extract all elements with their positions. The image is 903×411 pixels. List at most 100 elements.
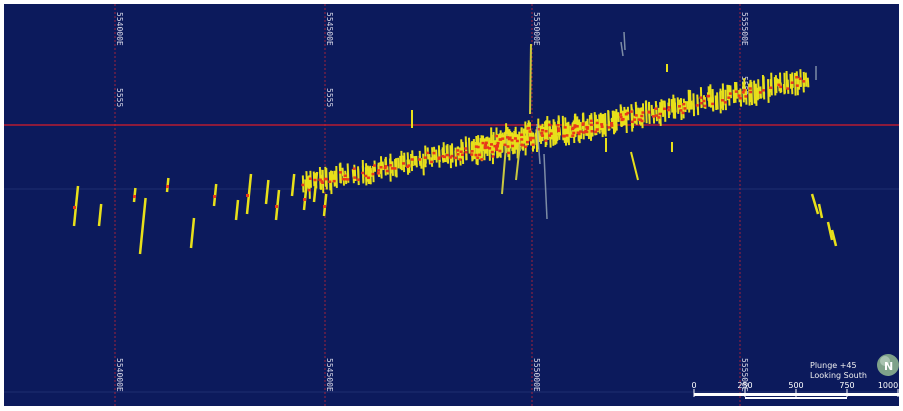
high-grade-intercept-398 bbox=[496, 141, 500, 145]
high-grade-intercept-83 bbox=[432, 151, 436, 155]
drillhole-trace-218 bbox=[591, 119, 594, 137]
drillhole-trace-185 bbox=[554, 125, 558, 144]
drillhole-trace-50 bbox=[381, 161, 385, 171]
drillhole-trace-314 bbox=[719, 88, 723, 109]
high-grade-intercept-415 bbox=[498, 149, 502, 153]
drillhole-trace-284 bbox=[672, 94, 675, 119]
drillhole-trace-359 bbox=[793, 72, 797, 96]
high-grade-intercept-391 bbox=[506, 151, 510, 155]
high-grade-intercept-west-12 bbox=[303, 198, 306, 201]
high-grade-intercept-236 bbox=[610, 121, 614, 125]
high-grade-intercept-393 bbox=[528, 130, 532, 133]
high-grade-intercept-221 bbox=[594, 130, 598, 134]
high-grade-intercept-93 bbox=[450, 154, 454, 158]
high-grade-intercept-106 bbox=[470, 153, 474, 156]
high-grade-intercept-316 bbox=[721, 99, 725, 102]
drillhole-trace-158 bbox=[526, 135, 530, 146]
high-grade-intercept-162 bbox=[528, 136, 532, 140]
scale-label-1000: 1000 bbox=[878, 381, 898, 390]
section-canvas[interactable]: 554000E 554500E 555000E 555500E 554000E … bbox=[4, 4, 899, 406]
high-grade-intercept-283 bbox=[667, 106, 671, 109]
high-grade-intercept-219 bbox=[590, 129, 594, 133]
drillhole-trace-3 bbox=[305, 171, 309, 188]
drillhole-trace-233 bbox=[607, 120, 611, 131]
scale-label-750: 750 bbox=[839, 381, 854, 390]
high-grade-intercept-97 bbox=[456, 153, 460, 156]
high-grade-intercept-143 bbox=[510, 139, 514, 142]
high-grade-intercept-258 bbox=[630, 120, 634, 124]
drillhole-trace-58 bbox=[397, 157, 400, 169]
high-grade-intercept-153 bbox=[521, 143, 525, 147]
high-grade-intercept-west-6 bbox=[213, 195, 216, 198]
high-grade-intercept-73 bbox=[418, 158, 422, 161]
northing-labels: 5555 5555 5555 bbox=[115, 76, 749, 107]
drillhole-trace-87 bbox=[441, 149, 445, 161]
high-grade-intercept-87 bbox=[441, 154, 445, 158]
high-grade-intercept-48 bbox=[377, 169, 381, 172]
high-grade-intercept-362 bbox=[795, 75, 799, 79]
drillhole-trace-2 bbox=[307, 176, 310, 189]
high-grade-intercept-119 bbox=[484, 141, 488, 145]
high-grade-intercept-423 bbox=[483, 145, 487, 148]
drillhole-trace-290 bbox=[679, 98, 683, 121]
drillhole-trace-342 bbox=[762, 76, 766, 100]
drillhole-trace-20 bbox=[333, 170, 337, 186]
high-grade-intercept-159 bbox=[525, 140, 529, 144]
drillhole-trace-266 bbox=[640, 107, 644, 129]
compass-letter: N bbox=[884, 360, 893, 373]
drillhole-trace-143 bbox=[511, 133, 515, 155]
high-grade-intercept-276 bbox=[658, 112, 662, 116]
drillhole-trace-71 bbox=[413, 156, 417, 166]
drillhole-trace-240 bbox=[617, 112, 620, 122]
drillhole-traces bbox=[72, 43, 838, 255]
section-graphic: 554000E 554500E 555000E 555500E 554000E … bbox=[4, 4, 899, 406]
high-grade-intercept-194 bbox=[563, 126, 567, 129]
high-grade-intercept-384 bbox=[527, 126, 531, 130]
drillhole-trace-78 bbox=[428, 154, 431, 165]
high-grade-intercept-175 bbox=[544, 129, 548, 133]
drillhole-trace-239 bbox=[612, 110, 616, 135]
high-grade-intercept-341 bbox=[758, 91, 762, 94]
northing-label-1: 5555 bbox=[115, 88, 124, 107]
high-grade-intercept-246 bbox=[619, 113, 623, 116]
high-grade-intercept-226 bbox=[600, 123, 604, 126]
high-grade-intercept-408 bbox=[494, 146, 498, 150]
drillhole-trace-west-3 bbox=[138, 197, 147, 255]
top-easting-labels: 554000E 554500E 555000E 555500E bbox=[115, 12, 749, 46]
high-grade-intercept-201 bbox=[572, 131, 576, 135]
high-grade-intercept-303 bbox=[699, 101, 703, 105]
drillhole-trace-222 bbox=[598, 114, 601, 134]
high-grade-intercept-424 bbox=[561, 134, 565, 138]
scale-label-0: 0 bbox=[691, 381, 696, 390]
high-grade-intercept-98 bbox=[456, 149, 460, 152]
high-grade-intercept-325 bbox=[734, 90, 738, 93]
high-grade-intercept-412 bbox=[495, 134, 499, 138]
high-grade-intercept-304 bbox=[702, 99, 706, 103]
drillhole-trace-60 bbox=[400, 150, 403, 171]
grey-drillhole-trace-2 bbox=[623, 31, 626, 51]
drillhole-trace-344 bbox=[767, 79, 770, 103]
easting-label-top-1: 554000E bbox=[115, 12, 124, 46]
high-grade-intercept-225 bbox=[595, 128, 599, 131]
high-grade-intercept-144 bbox=[511, 144, 515, 148]
drillhole-trace-deep-2 bbox=[529, 43, 532, 115]
drillhole-trace-242 bbox=[615, 115, 618, 131]
high-grade-intercept-49 bbox=[379, 166, 383, 169]
high-grade-intercept-365 bbox=[798, 77, 802, 80]
easting-label-top-4: 555500E bbox=[740, 12, 749, 46]
high-grade-intercept-46 bbox=[371, 172, 375, 176]
high-grade-intercept-129 bbox=[495, 144, 499, 147]
high-grade-intercept-41 bbox=[366, 176, 370, 180]
high-grade-intercept-327 bbox=[738, 96, 742, 100]
high-grade-intercept-187 bbox=[557, 127, 561, 130]
high-grade-intercept-376 bbox=[507, 137, 511, 141]
high-grade-intercept-334 bbox=[749, 90, 753, 94]
high-grade-intercept-107 bbox=[470, 150, 474, 153]
drillhole-trace-280 bbox=[663, 101, 667, 122]
high-grade-intercept-383 bbox=[531, 143, 535, 146]
high-grade-intercept-28 bbox=[343, 174, 347, 178]
drillhole-trace-75 bbox=[422, 153, 425, 176]
high-grade-intercept-78 bbox=[423, 156, 427, 159]
drillhole-trace-107 bbox=[472, 139, 476, 160]
